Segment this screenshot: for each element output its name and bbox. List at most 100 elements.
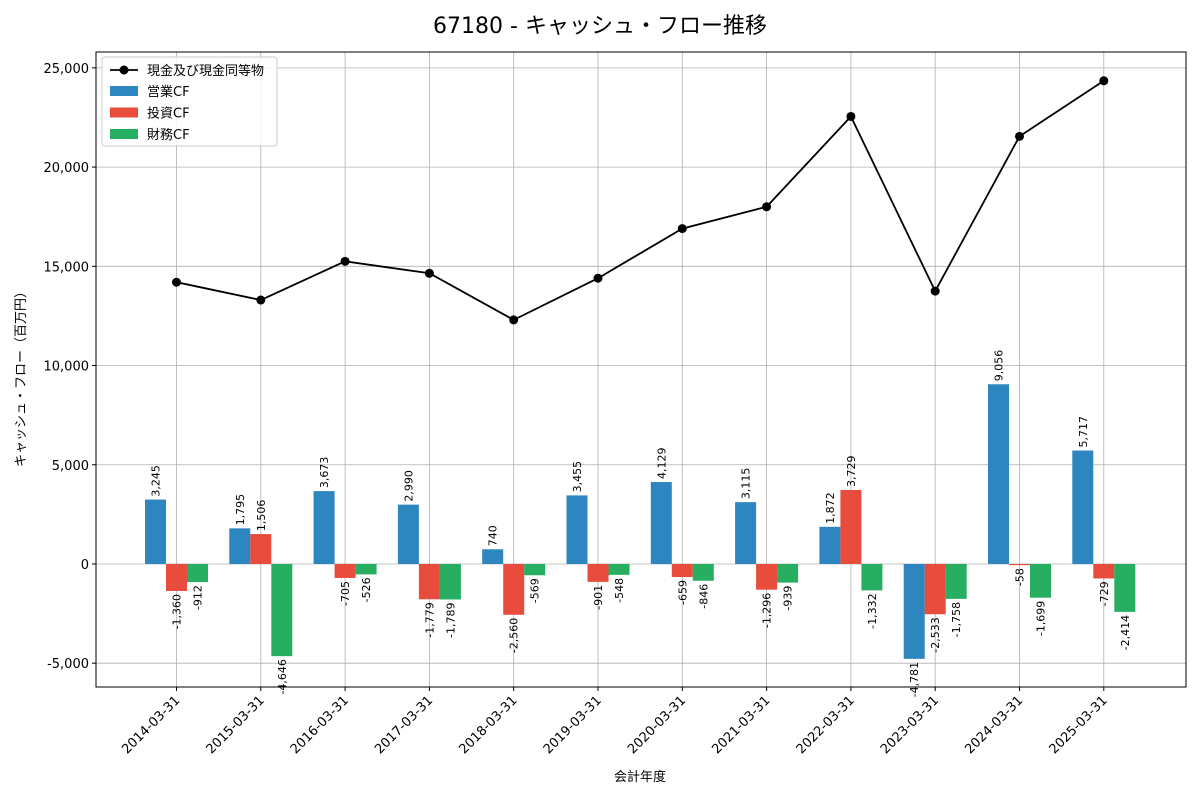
bar-営業CF-2018-03-31 <box>482 549 504 564</box>
data-label: -1,789 <box>444 602 457 637</box>
data-label: -846 <box>697 584 710 609</box>
data-label: 740 <box>487 525 500 546</box>
x-tick-label: 2014-03-31 <box>119 693 183 757</box>
bar-財務CF-2018-03-31 <box>524 563 546 576</box>
cash-point-2025-03-31 <box>1099 76 1109 86</box>
data-label: -4,781 <box>908 662 921 697</box>
data-label: 3,115 <box>740 468 753 500</box>
bar-投資CF-2014-03-31 <box>166 563 187 591</box>
bar-財務CF-2025-03-31 <box>1114 563 1136 612</box>
legend-label: 営業CF <box>147 84 190 100</box>
cash-point-2014-03-31 <box>172 277 181 287</box>
bar-投資CF-2015-03-31 <box>250 534 272 564</box>
data-label: -939 <box>782 586 795 611</box>
bar-投資CF-2022-03-31 <box>840 489 862 564</box>
data-label: -1,699 <box>1035 601 1048 636</box>
data-label: 1,795 <box>234 494 247 526</box>
bar-財務CF-2015-03-31 <box>271 563 293 657</box>
data-label: 1,872 <box>824 492 837 524</box>
data-label: -901 <box>592 585 605 610</box>
cash-point-2024-03-31 <box>1015 131 1024 141</box>
data-label: -1,779 <box>423 602 436 637</box>
data-label: -2,414 <box>1119 615 1132 650</box>
bar-営業CF-2015-03-31 <box>229 528 251 564</box>
x-tick-label: 2024-03-31 <box>962 693 1026 757</box>
cash-point-2021-03-31 <box>762 202 772 212</box>
y-tick-label: 0 <box>81 558 89 573</box>
bar-財務CF-2017-03-31 <box>439 563 461 600</box>
bar-営業CF-2023-03-31 <box>903 563 925 659</box>
data-label: -912 <box>192 585 205 610</box>
plot-frame <box>95 51 1187 688</box>
y-tick-label: 25,000 <box>44 62 90 77</box>
data-label: 1,506 <box>255 500 268 532</box>
data-label: -1,360 <box>171 594 184 629</box>
bar-財務CF-2022-03-31 <box>861 563 883 591</box>
cash-point-2022-03-31 <box>846 111 856 121</box>
legend-line-marker <box>119 65 129 75</box>
legend-swatch-投資CF <box>110 107 138 118</box>
data-label: -4,646 <box>276 659 289 694</box>
data-label: 3,729 <box>845 455 858 487</box>
x-tick-label: 2017-03-31 <box>372 693 436 757</box>
cash-point-2018-03-31 <box>509 315 519 325</box>
x-tick-label: 2021-03-31 <box>709 693 773 757</box>
x-tick-label: 2023-03-31 <box>878 693 942 757</box>
bar-営業CF-2024-03-31 <box>988 384 1009 564</box>
chart-title: 67180 - キャッシュ・フロー推移 <box>433 14 767 39</box>
bar-営業CF-2016-03-31 <box>313 491 335 564</box>
bar-財務CF-2021-03-31 <box>777 563 799 583</box>
data-label: -526 <box>360 577 373 602</box>
x-tick-label: 2018-03-31 <box>456 693 520 757</box>
bar-財務CF-2014-03-31 <box>187 563 208 583</box>
legend-label: 財務CF <box>147 128 190 143</box>
legend-swatch-財務CF <box>110 129 138 139</box>
data-label: -2,560 <box>508 618 521 653</box>
cash-point-2016-03-31 <box>340 256 350 266</box>
bar-投資CF-2025-03-31 <box>1093 563 1115 579</box>
y-tick-label: 15,000 <box>44 260 90 275</box>
x-tick-label: 2020-03-31 <box>625 693 689 757</box>
x-axis-label: 会計年度 <box>614 769 666 785</box>
bar-投資CF-2019-03-31 <box>587 563 609 582</box>
bar-財務CF-2020-03-31 <box>692 563 714 581</box>
bar-投資CF-2017-03-31 <box>418 563 440 600</box>
data-label: -1,296 <box>761 593 774 628</box>
plot-area <box>96 52 1186 687</box>
legend-label: 投資CF <box>147 106 190 122</box>
bar-営業CF-2025-03-31 <box>1072 450 1094 564</box>
data-label: 5,717 <box>1077 416 1090 448</box>
x-tick-label: 2019-03-31 <box>541 693 605 757</box>
data-label: -705 <box>339 581 352 606</box>
legend-label: 現金及び現金同等物 <box>147 63 264 79</box>
data-label: 3,455 <box>571 461 584 493</box>
legend-swatch-営業CF <box>110 86 138 96</box>
bar-財務CF-2023-03-31 <box>945 563 967 599</box>
cash-line <box>176 80 1105 321</box>
data-label: -659 <box>676 580 689 605</box>
bar-投資CF-2016-03-31 <box>334 563 356 578</box>
y-tick-label: 5,000 <box>52 459 89 474</box>
bar-営業CF-2022-03-31 <box>819 526 841 564</box>
data-label: -1,758 <box>950 602 963 637</box>
data-label: -729 <box>1098 581 1111 606</box>
cash-point-2019-03-31 <box>593 273 603 283</box>
cash-point-2017-03-31 <box>424 268 434 278</box>
data-label: 3,245 <box>150 465 163 497</box>
bar-営業CF-2021-03-31 <box>735 502 757 564</box>
y-tick-label: 20,000 <box>44 161 90 176</box>
data-label: 2,990 <box>402 470 415 502</box>
y-axis-label: キャッシュ・フロー（百万円） <box>14 285 29 467</box>
bar-投資CF-2024-03-31 <box>1009 563 1030 566</box>
x-tick-label: 2016-03-31 <box>288 693 352 757</box>
data-label: -2,533 <box>929 617 942 652</box>
data-label: 4,129 <box>655 448 668 480</box>
bar-営業CF-2019-03-31 <box>566 495 588 564</box>
x-tick-label: 2022-03-31 <box>794 693 858 757</box>
x-tick-label: 2015-03-31 <box>204 693 268 757</box>
data-label: -569 <box>529 578 542 603</box>
data-label: -548 <box>613 578 626 603</box>
bar-投資CF-2020-03-31 <box>671 563 693 578</box>
